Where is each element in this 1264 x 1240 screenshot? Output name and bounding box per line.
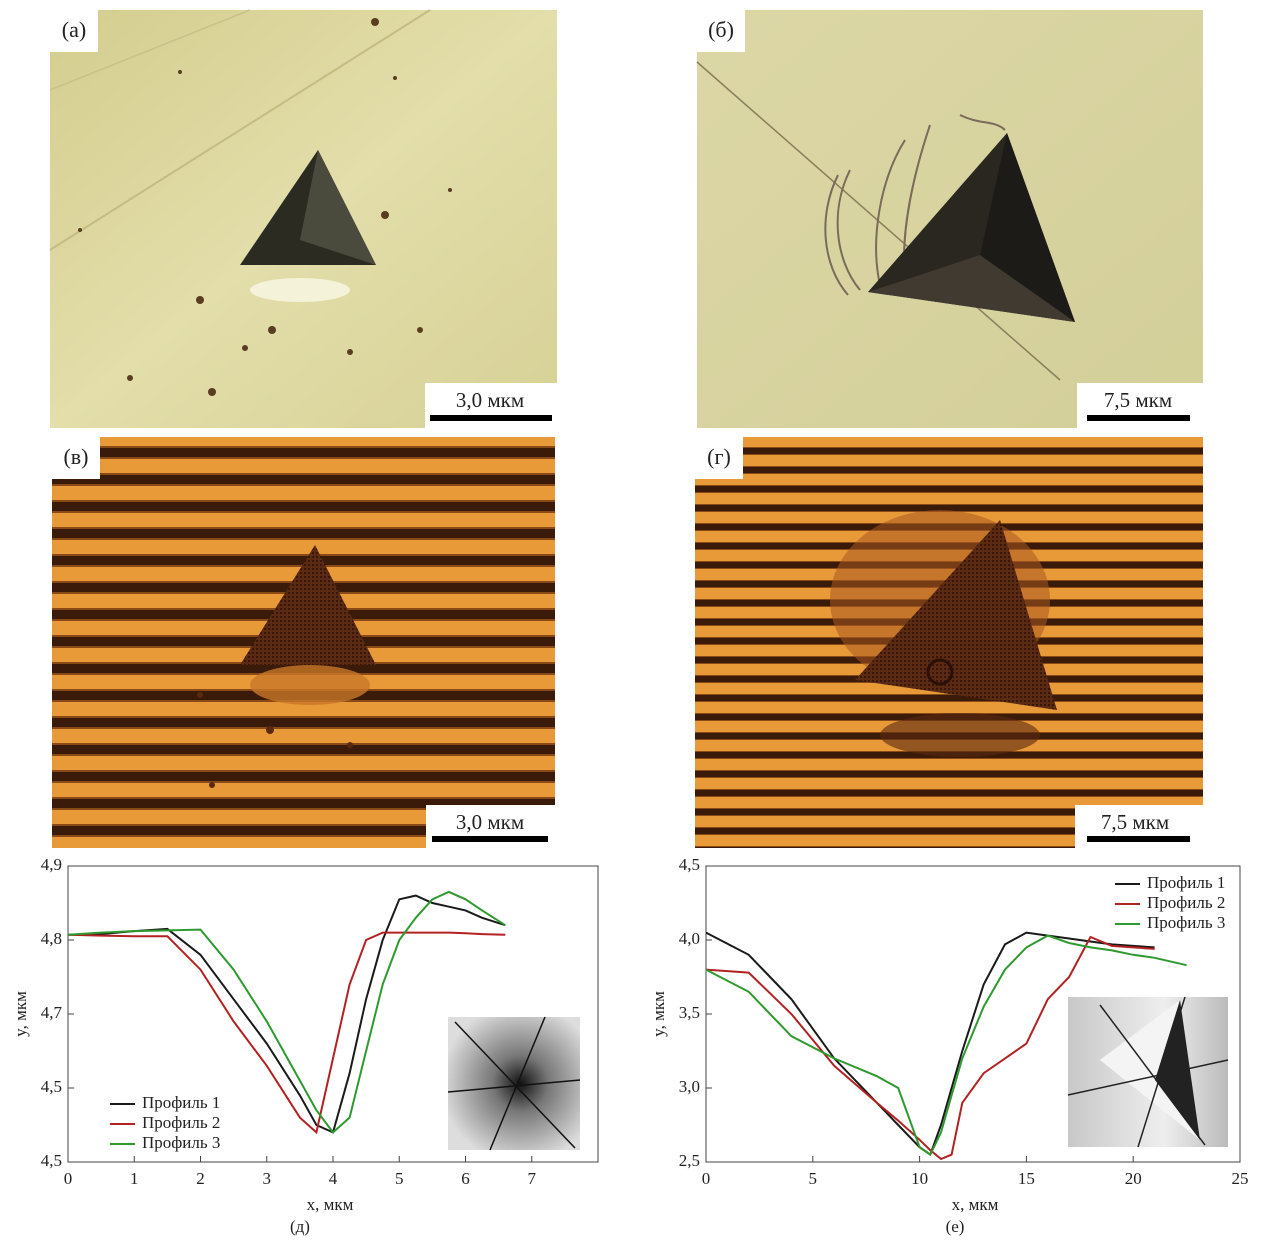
y-tick-label: 4,5 [41, 1151, 62, 1170]
y-axis-label: y, мкм [11, 991, 30, 1037]
x-tick-label: 6 [461, 1169, 470, 1188]
x-tick-label: 25 [1232, 1169, 1249, 1188]
legend-label: Профиль 2 [142, 1113, 220, 1132]
inset-image [1068, 997, 1228, 1147]
x-tick-label: 20 [1125, 1169, 1142, 1188]
panel-label: (б) [708, 17, 734, 42]
data-line [68, 933, 505, 1133]
legend-label: Профиль 1 [1147, 873, 1225, 892]
scale-bar-label: 7,5 мкм [1104, 388, 1172, 412]
scale-bar-label: 3,0 мкм [456, 810, 524, 834]
caption: (д) [290, 1217, 310, 1236]
y-tick-label: 4,7 [41, 1003, 63, 1022]
x-axis-label: x, мкм [952, 1195, 999, 1214]
y-axis-label: y, мкм [649, 991, 668, 1037]
scale-bar-label: 7,5 мкм [1101, 810, 1169, 834]
scale-bar-label: 3,0 мкм [456, 388, 524, 412]
inset-image [448, 1017, 580, 1150]
legend-label: Профиль 1 [142, 1093, 220, 1112]
micrograph-d: (г) 7,5 мкм [695, 437, 1203, 848]
y-tick-label: 4,0 [679, 929, 700, 948]
caption: (е) [946, 1217, 965, 1236]
x-tick-label: 3 [263, 1169, 272, 1188]
x-tick-label: 0 [702, 1169, 711, 1188]
legend-label: Профиль 2 [1147, 893, 1225, 912]
x-tick-label: 15 [1018, 1169, 1035, 1188]
y-tick-label: 4,9 [41, 855, 62, 874]
micrograph-a: (а) 3,0 мкм [50, 10, 557, 428]
y-tick-label: 3,0 [679, 1077, 700, 1096]
x-tick-label: 5 [809, 1169, 818, 1188]
y-tick-label: 4,5 [679, 855, 700, 874]
x-tick-label: 2 [196, 1169, 205, 1188]
x-tick-label: 10 [911, 1169, 928, 1188]
x-tick-label: 7 [528, 1169, 537, 1188]
panel-label: (а) [62, 17, 86, 42]
x-tick-label: 0 [64, 1169, 73, 1188]
y-tick-label: 3,5 [679, 1003, 700, 1022]
micrograph-b: (б) 7,5 мкм [697, 10, 1203, 428]
figure: (а) 3,0 мкм (б) 7,5 мкм (в) 3,0 мкм (г) … [0, 0, 1264, 1240]
y-tick-label: 2,5 [679, 1151, 700, 1170]
x-tick-label: 4 [329, 1169, 338, 1188]
legend-label: Профиль 3 [142, 1133, 220, 1152]
panel-label: (г) [707, 444, 731, 469]
x-tick-label: 5 [395, 1169, 404, 1188]
y-tick-label: 4,8 [41, 929, 62, 948]
x-axis-label: x, мкм [307, 1195, 354, 1214]
micrograph-c: (в) 3,0 мкм [52, 437, 555, 848]
x-tick-label: 1 [130, 1169, 139, 1188]
legend-label: Профиль 3 [1147, 913, 1225, 932]
y-tick-label: 4,5 [41, 1077, 62, 1096]
panel-label: (в) [63, 444, 88, 469]
